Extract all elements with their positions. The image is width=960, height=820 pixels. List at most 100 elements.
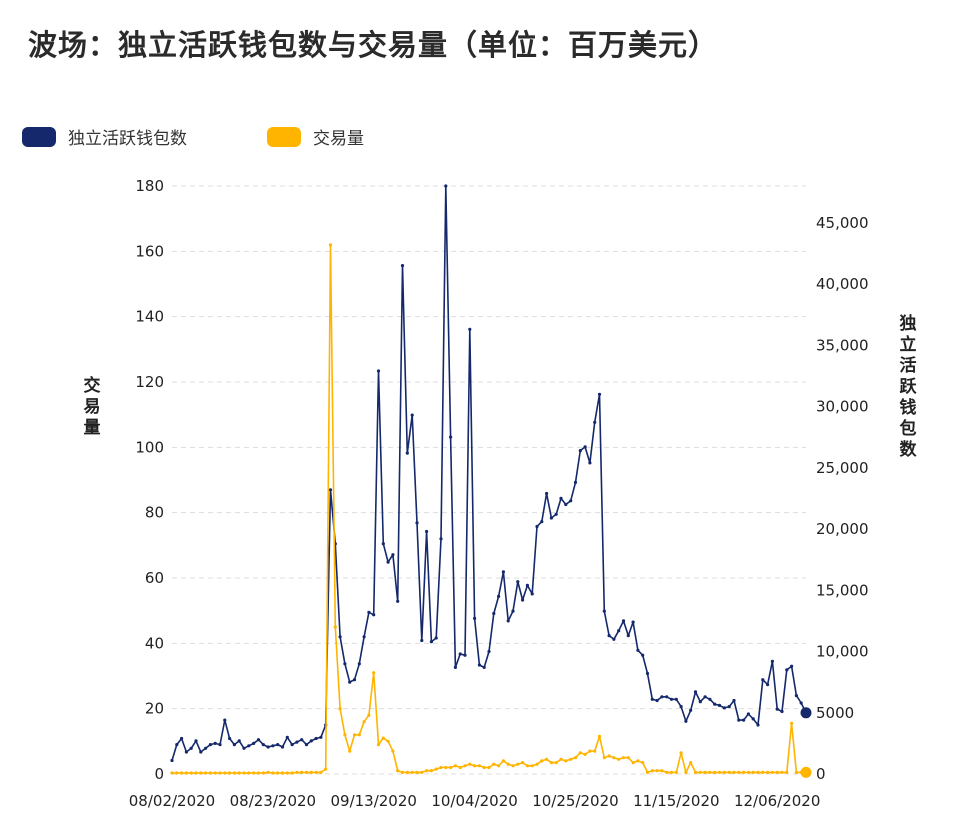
data-point <box>343 662 347 666</box>
data-point <box>204 746 208 750</box>
data-point <box>247 744 251 748</box>
data-point <box>300 738 304 742</box>
data-point <box>737 718 741 722</box>
data-point <box>612 637 616 641</box>
data-point <box>761 770 765 775</box>
data-point <box>386 739 390 743</box>
data-point <box>458 765 462 770</box>
data-point <box>746 712 751 716</box>
data-point <box>511 609 515 613</box>
right-tick-label: 45,000 <box>816 214 869 232</box>
data-point <box>434 636 438 640</box>
x-tick-label: 12/06/2020 <box>734 792 820 810</box>
data-point <box>569 757 573 761</box>
series-line-volume <box>172 244 806 774</box>
left-tick-label: 100 <box>135 438 164 456</box>
data-point <box>453 764 457 768</box>
data-point <box>477 764 481 768</box>
data-point <box>722 706 726 710</box>
data-point <box>698 770 702 775</box>
data-point <box>564 759 568 763</box>
data-point <box>304 770 309 775</box>
data-point <box>208 743 212 747</box>
data-point <box>689 708 693 712</box>
data-point <box>420 638 424 643</box>
data-point <box>463 653 467 657</box>
data-point <box>549 761 554 765</box>
data-point <box>425 769 429 773</box>
data-point <box>237 739 241 743</box>
right-tick-label: 25,000 <box>816 459 869 477</box>
data-point <box>655 769 659 773</box>
data-point <box>405 451 409 455</box>
data-point <box>261 771 265 775</box>
data-point <box>218 743 222 747</box>
data-point <box>573 480 578 484</box>
data-point <box>645 671 650 676</box>
data-point <box>564 502 568 507</box>
data-point <box>208 771 212 775</box>
right-axis-ticks: 0 5000 10,000 15,000 20,000 25,000 30,000 35,00… <box>816 214 869 783</box>
x-tick-label: 10/25/2020 <box>532 792 618 810</box>
data-point <box>439 537 443 541</box>
data-point <box>228 736 232 741</box>
data-point <box>669 770 674 775</box>
end-marker <box>800 766 812 778</box>
legend: 独立活跃钱包数 交易量 <box>22 124 444 149</box>
data-point <box>180 771 184 775</box>
data-point <box>554 761 558 765</box>
gridlines <box>172 185 806 775</box>
data-point <box>482 665 486 670</box>
data-point <box>742 718 746 722</box>
data-point <box>396 769 400 773</box>
data-point <box>799 701 803 705</box>
data-point <box>569 499 573 503</box>
data-point <box>300 770 304 775</box>
data-point <box>415 770 419 775</box>
data-point <box>794 770 799 775</box>
right-tick-label: 10,000 <box>816 643 869 661</box>
axis-title-char: 交 <box>84 375 101 396</box>
data-point <box>521 761 525 765</box>
data-point <box>660 769 664 773</box>
data-point <box>232 743 236 747</box>
data-point <box>535 762 539 766</box>
data-point <box>429 769 433 773</box>
data-point <box>597 392 602 396</box>
data-point <box>727 705 731 709</box>
data-point <box>665 695 669 699</box>
axis-title-char: 独 <box>900 313 917 334</box>
data-point <box>578 751 582 755</box>
data-point <box>405 770 409 775</box>
x-tick-label: 09/13/2020 <box>330 792 416 810</box>
data-point <box>386 560 390 564</box>
data-point <box>175 743 179 747</box>
right-tick-label: 20,000 <box>816 520 869 538</box>
data-point <box>722 770 726 775</box>
data-point <box>612 756 616 760</box>
data-point <box>650 769 654 773</box>
data-point <box>540 520 544 524</box>
data-point <box>266 745 270 749</box>
data-point <box>266 770 270 775</box>
data-point <box>482 765 486 770</box>
left-tick-label: 40 <box>145 634 164 652</box>
data-point <box>285 771 289 775</box>
data-point <box>232 771 236 775</box>
legend-item-volume: 交易量 <box>267 124 364 149</box>
data-point <box>742 770 746 775</box>
data-point <box>631 620 635 624</box>
data-point <box>184 771 188 775</box>
data-point <box>770 770 775 775</box>
data-point <box>415 521 419 525</box>
left-tick-label: 140 <box>135 308 164 326</box>
data-point <box>766 770 770 775</box>
data-point <box>276 743 280 747</box>
left-tick-label: 80 <box>145 504 164 522</box>
data-point <box>256 738 261 742</box>
axis-title-char: 量 <box>84 417 101 438</box>
legend-swatch-volume <box>267 126 301 147</box>
data-point <box>641 761 645 765</box>
data-point <box>641 653 645 657</box>
data-point <box>194 771 198 775</box>
